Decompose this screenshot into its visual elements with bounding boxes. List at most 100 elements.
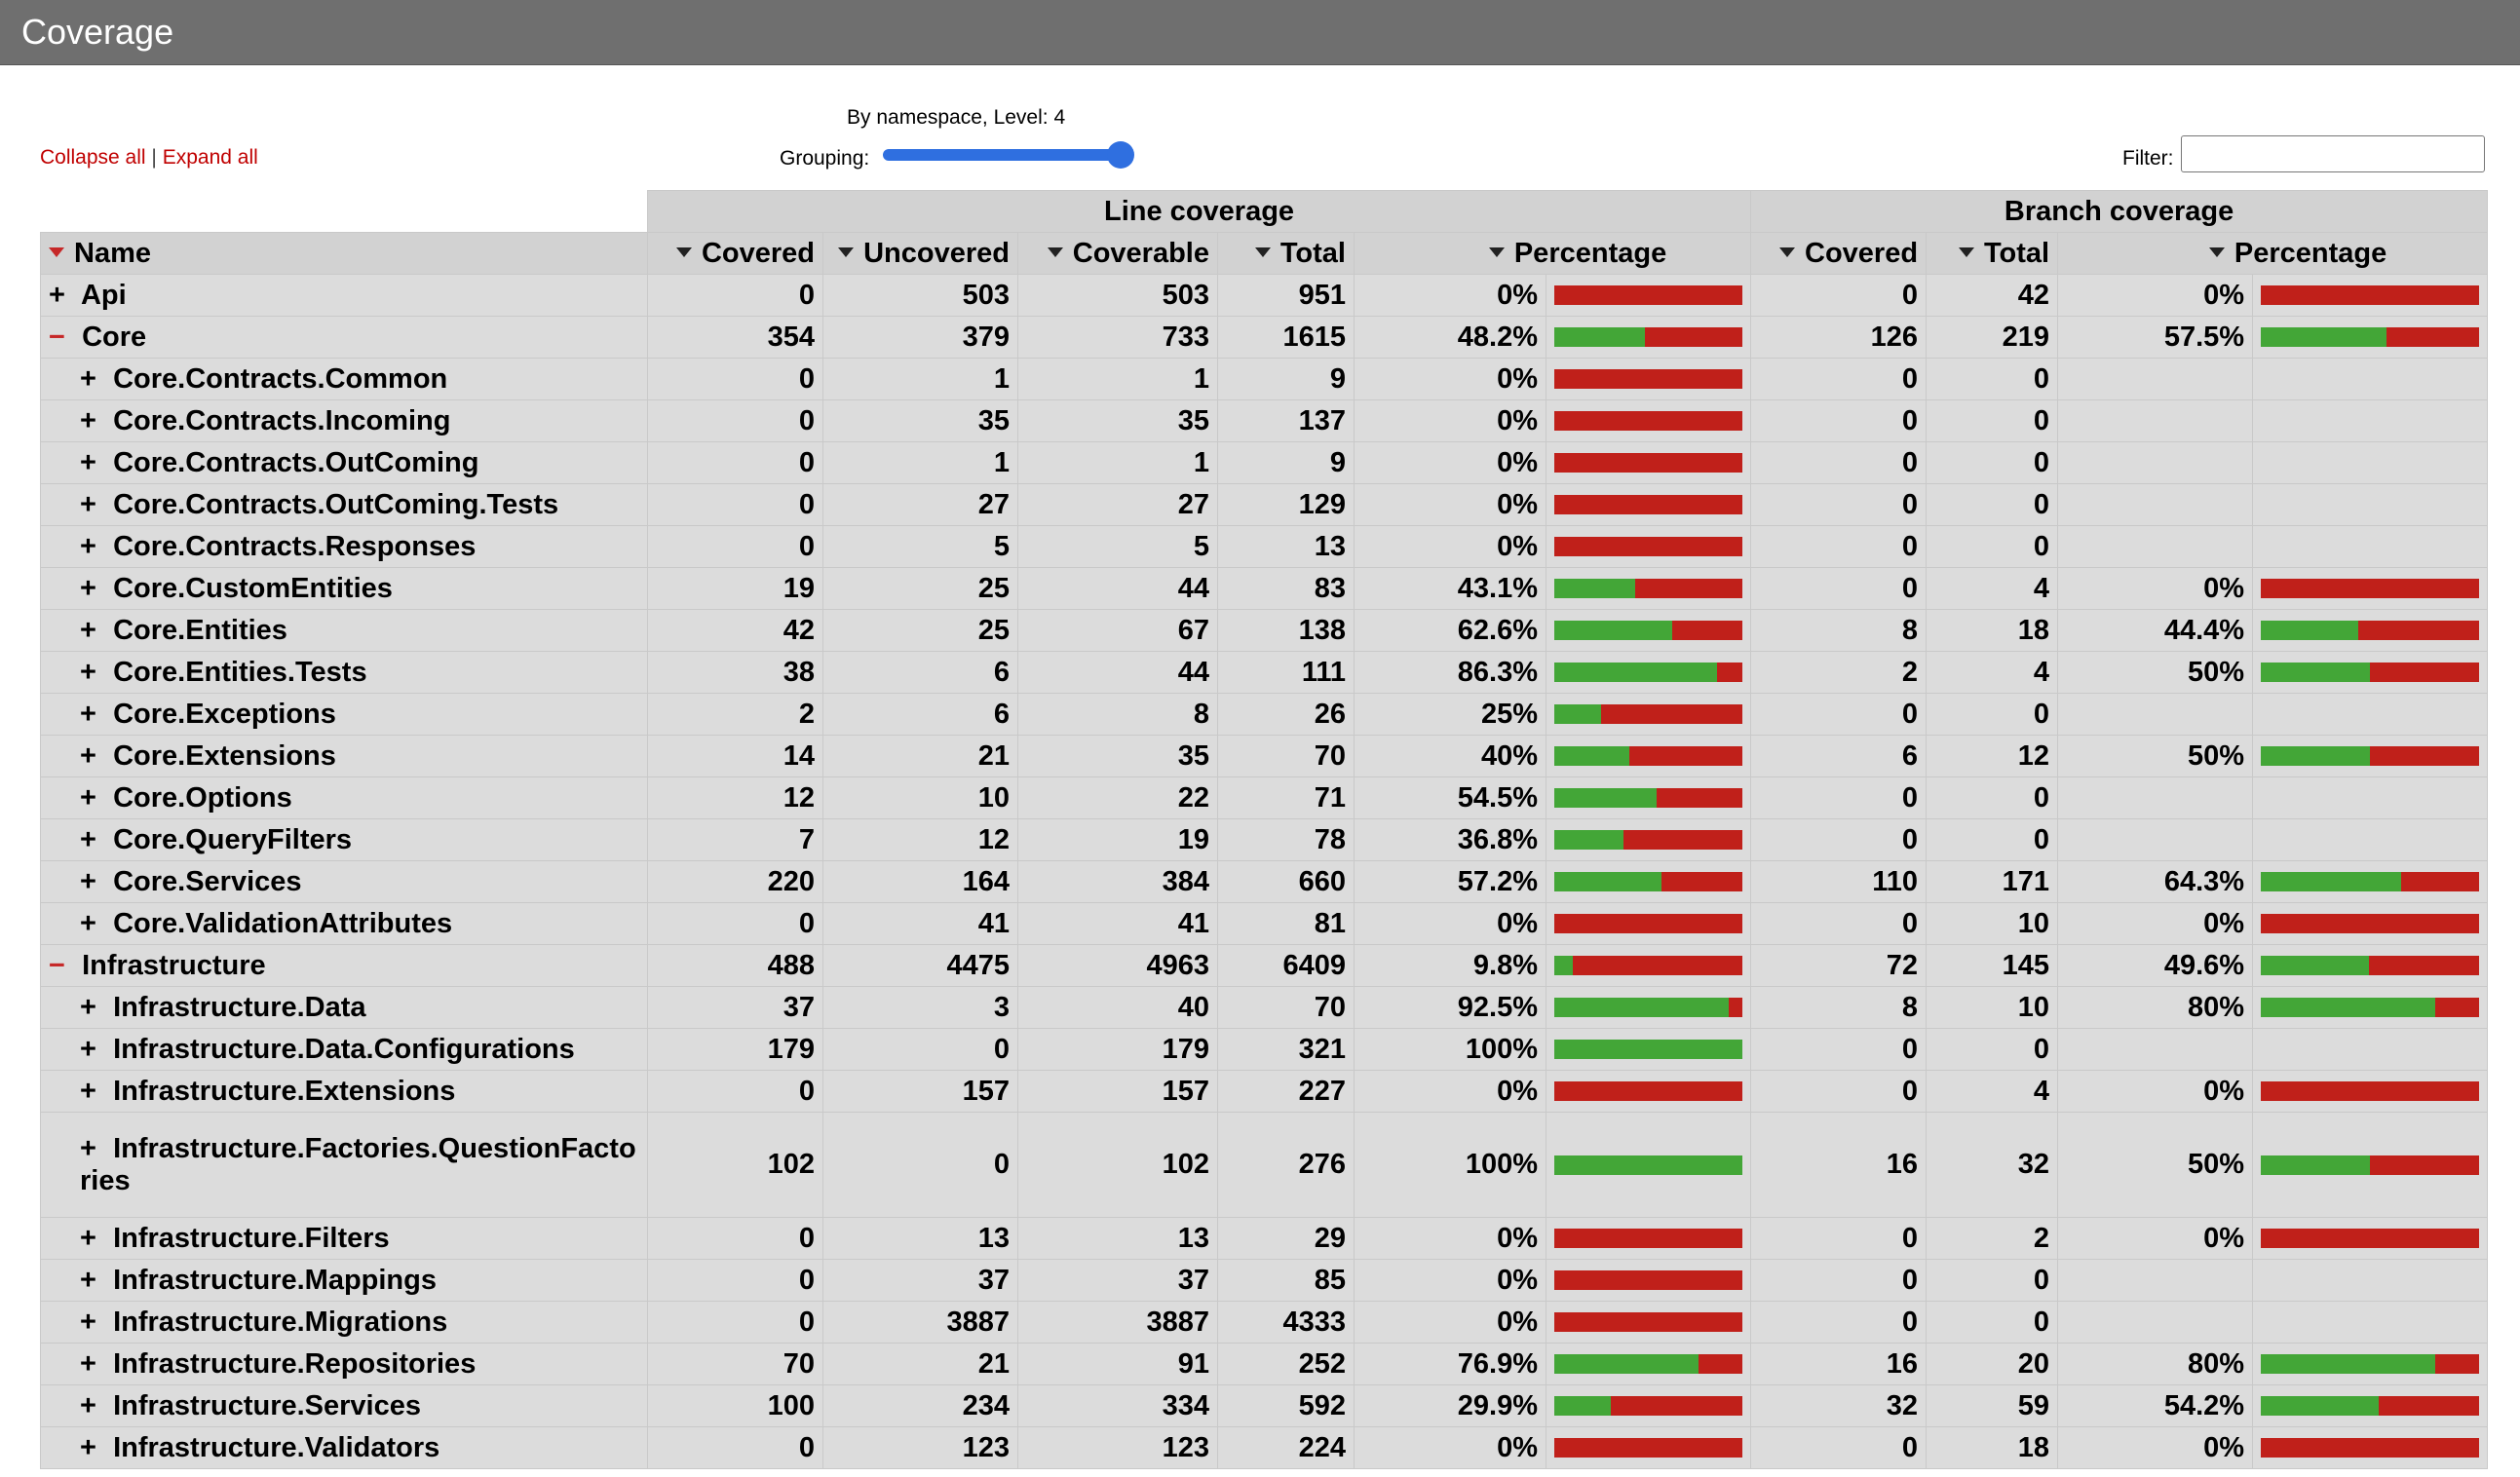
col-header-branch-total[interactable]: Total (1926, 232, 2059, 275)
coverable-cell: 3887 (1017, 1301, 1218, 1344)
expand-icon[interactable]: + (80, 1075, 96, 1107)
covered-segment (1554, 327, 1646, 347)
col-header-name[interactable]: Name (40, 232, 648, 275)
uncovered-cell: 0 (822, 1028, 1018, 1071)
covered-segment (1554, 663, 1717, 682)
row-name-cell[interactable]: + Infrastructure.Factories.QuestionFacto… (40, 1112, 648, 1218)
expand-icon[interactable]: + (80, 614, 96, 646)
row-name-cell[interactable]: + Infrastructure.Filters (40, 1217, 648, 1260)
expand-icon[interactable]: + (80, 698, 96, 730)
slider-track[interactable] (883, 149, 1121, 161)
row-name-cell[interactable]: + Infrastructure.Repositories (40, 1343, 648, 1385)
expand-icon[interactable]: + (80, 530, 96, 562)
row-name-cell[interactable]: + Core.Exceptions (40, 693, 648, 736)
sort-icon (1779, 246, 1796, 257)
expand-icon[interactable]: + (80, 865, 96, 897)
row-name-cell[interactable]: + Infrastructure.Data (40, 986, 648, 1029)
row-name-cell[interactable]: − Infrastructure (40, 944, 648, 987)
row-name-cell[interactable]: + Core.CustomEntities (40, 567, 648, 610)
branch-coverage-bar (2261, 1155, 2480, 1175)
row-name-cell[interactable]: + Core.Contracts.Incoming (40, 399, 648, 442)
line-coverage-bar-cell (1545, 1112, 1752, 1218)
expand-icon[interactable]: + (80, 991, 96, 1023)
col-header-total[interactable]: Total (1217, 232, 1355, 275)
branch-coverage-bar-cell (2252, 986, 2489, 1029)
expand-icon[interactable]: + (80, 1033, 96, 1065)
grouping-slider[interactable] (883, 141, 1134, 169)
row-name-cell[interactable]: + Core.Contracts.Responses (40, 525, 648, 568)
row-name-cell[interactable]: + Core.Entities (40, 609, 648, 652)
row-name-cell[interactable]: + Core.Contracts.Common (40, 358, 648, 400)
expand-icon[interactable]: + (80, 362, 96, 395)
expand-icon[interactable]: + (80, 907, 96, 939)
branch-coverage-bar-cell (2252, 525, 2489, 568)
table-row: + Infrastructure.Factories.QuestionFacto… (40, 1112, 2489, 1218)
col-header-covered[interactable]: Covered (647, 232, 823, 275)
row-name-cell[interactable]: + Core.Extensions (40, 735, 648, 777)
line-coverage-bar-cell (1545, 609, 1752, 652)
expand-icon[interactable]: + (80, 781, 96, 814)
covered-cell: 12 (647, 776, 823, 819)
col-header-branch-percentage[interactable]: Percentage (2057, 232, 2489, 275)
branch-coverage-bar-cell (2252, 274, 2489, 317)
expand-icon[interactable]: + (80, 1431, 96, 1463)
branch-total-cell: 20 (1926, 1343, 2059, 1385)
table-row: + Core.Services 220 164 384 660 57.2% 110 171 64… (40, 860, 2489, 903)
percentage-cell: 62.6% (1354, 609, 1546, 652)
collapse-all-link[interactable]: Collapse all (40, 146, 146, 169)
expand-icon[interactable]: + (80, 404, 96, 436)
expand-icon[interactable]: + (49, 279, 65, 311)
filter-input[interactable] (2181, 135, 2485, 172)
covered-segment (1554, 830, 1624, 850)
row-name-cell[interactable]: + Infrastructure.Services (40, 1384, 648, 1427)
row-name: Core.Entities (113, 614, 287, 646)
row-name-cell[interactable]: + Infrastructure.Migrations (40, 1301, 648, 1344)
covered-cell: 14 (647, 735, 823, 777)
expand-icon[interactable]: + (80, 1264, 96, 1296)
percentage-cell: 29.9% (1354, 1384, 1546, 1427)
row-name-cell[interactable]: + Core.Contracts.OutComing.Tests (40, 483, 648, 526)
col-header-coverable[interactable]: Coverable (1017, 232, 1218, 275)
collapse-icon[interactable]: − (49, 321, 65, 353)
expand-icon[interactable]: + (80, 1132, 96, 1164)
row-name-cell[interactable]: + Infrastructure.Validators (40, 1426, 648, 1469)
grouping-label: Grouping: (780, 147, 870, 170)
expand-all-link[interactable]: Expand all (162, 146, 258, 169)
col-header-uncovered[interactable]: Uncovered (822, 232, 1018, 275)
expand-icon[interactable]: + (80, 446, 96, 478)
col-header-branch-covered[interactable]: Covered (1750, 232, 1928, 275)
row-name-cell[interactable]: + Infrastructure.Data.Configurations (40, 1028, 648, 1071)
expand-icon[interactable]: + (80, 1347, 96, 1380)
expand-icon[interactable]: + (80, 1222, 96, 1254)
branch-covered-cell: 0 (1750, 693, 1928, 736)
row-name-cell[interactable]: + Core.Entities.Tests (40, 651, 648, 694)
percentage-cell: 76.9% (1354, 1343, 1546, 1385)
branch-coverage-bar-cell (2252, 1028, 2489, 1071)
row-name-cell[interactable]: + Infrastructure.Extensions (40, 1070, 648, 1113)
row-name-cell[interactable]: + Core.QueryFilters (40, 818, 648, 861)
expand-icon[interactable]: + (80, 823, 96, 855)
uncovered-segment (1657, 788, 1743, 808)
total-cell: 70 (1217, 735, 1355, 777)
expand-icon[interactable]: + (80, 488, 96, 520)
branch-covered-cell: 16 (1750, 1343, 1928, 1385)
col-header-percentage[interactable]: Percentage (1353, 232, 1752, 275)
expand-icon[interactable]: + (80, 656, 96, 688)
expand-icon[interactable]: + (80, 1306, 96, 1338)
row-name-cell[interactable]: + Core.Contracts.OutComing (40, 441, 648, 484)
slider-thumb[interactable] (1107, 141, 1134, 169)
collapse-icon[interactable]: − (49, 949, 65, 981)
expand-icon[interactable]: + (80, 572, 96, 604)
row-name-cell[interactable]: + Core.ValidationAttributes (40, 902, 648, 945)
branch-total-cell: 219 (1926, 316, 2059, 359)
row-name-cell[interactable]: + Core.Services (40, 860, 648, 903)
expand-icon[interactable]: + (80, 739, 96, 772)
branch-percentage-cell: 54.2% (2057, 1384, 2254, 1427)
row-name-cell[interactable]: + Core.Options (40, 776, 648, 819)
row-name-cell[interactable]: + Infrastructure.Mappings (40, 1259, 648, 1302)
expand-icon[interactable]: + (80, 1389, 96, 1421)
line-coverage-bar (1554, 830, 1743, 850)
uncovered-cell: 3 (822, 986, 1018, 1029)
row-name-cell[interactable]: − Core (40, 316, 648, 359)
row-name-cell[interactable]: + Api (40, 274, 648, 317)
